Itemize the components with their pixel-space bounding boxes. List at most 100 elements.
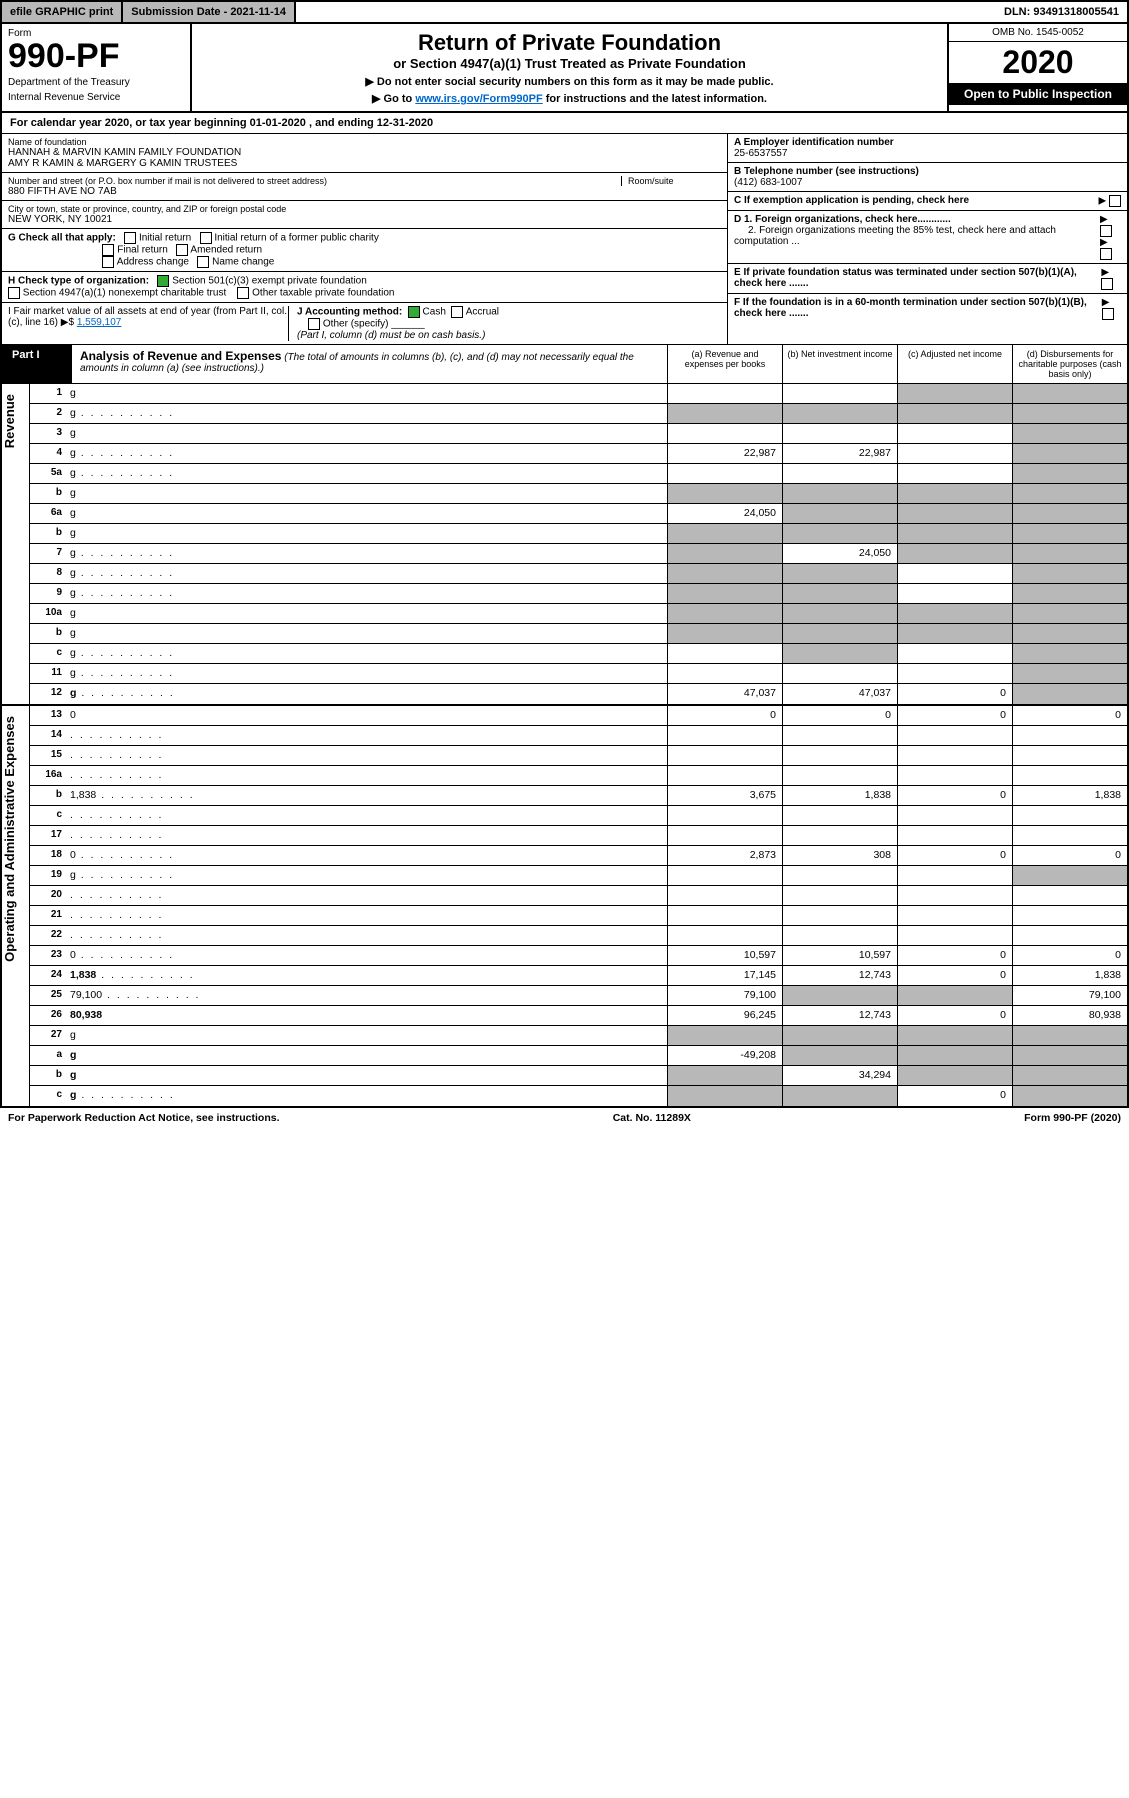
name-change-checkbox[interactable] [197,256,209,268]
4947-checkbox[interactable] [8,287,20,299]
c-checkbox[interactable] [1109,195,1121,207]
city-state-zip: NEW YORK, NY 10021 [8,214,721,225]
amount-cell [667,906,782,925]
footer: For Paperwork Reduction Act Notice, see … [0,1108,1129,1128]
line-description [66,906,667,925]
amount-cell [782,584,897,603]
other-method-checkbox[interactable] [308,318,320,330]
line-description [66,826,667,845]
amount-cell [1012,424,1127,443]
amount-cell [897,584,1012,603]
line-number: b [30,786,66,805]
revenue-table: Revenue 1g2g3g4g22,98722,9875agbg6ag24,0… [0,384,1129,706]
table-row: 6ag24,050 [30,504,1127,524]
col-a-header: (a) Revenue and expenses per books [667,345,782,383]
amount-cell: 80,938 [1012,1006,1127,1025]
line-number: 24 [30,966,66,985]
instr-2: ▶ Go to www.irs.gov/Form990PF for instru… [198,92,941,105]
table-row: 241,83817,14512,74301,838 [30,966,1127,986]
table-row: 21 [30,906,1127,926]
amount-cell [1012,1046,1127,1065]
table-row: 11g [30,664,1127,684]
amount-cell [897,484,1012,503]
amount-cell: 1,838 [1012,966,1127,985]
amount-cell: 12,743 [782,966,897,985]
amount-cell: 79,100 [1012,986,1127,1005]
line-number: 15 [30,746,66,765]
line-number: 7 [30,544,66,563]
entity-info: Name of foundation HANNAH & MARVIN KAMIN… [0,134,1129,344]
amount-cell: -49,208 [667,1046,782,1065]
initial-former-checkbox[interactable] [200,232,212,244]
part-1-header: Part I Analysis of Revenue and Expenses … [0,344,1129,384]
amount-cell [667,404,782,423]
foundation-name-1: HANNAH & MARVIN KAMIN FAMILY FOUNDATION [8,147,721,158]
amount-cell [1012,1066,1127,1085]
amount-cell [782,404,897,423]
col-b-header: (b) Net investment income [782,345,897,383]
line-number: 26 [30,1006,66,1025]
line-number: b [30,524,66,543]
d2-checkbox[interactable] [1100,248,1112,260]
top-bar: efile GRAPHIC print Submission Date - 20… [0,0,1129,24]
accrual-checkbox[interactable] [451,306,463,318]
501c3-checkbox[interactable] [157,275,169,287]
d2-label: 2. Foreign organizations meeting the 85%… [734,225,1056,247]
amount-cell [897,746,1012,765]
j-label: J Accounting method: [297,307,402,318]
amount-cell [667,584,782,603]
amount-cell [782,524,897,543]
revenue-label: Revenue [2,384,29,458]
line-description: 0 [66,946,667,965]
table-row: 9g [30,584,1127,604]
form-number: 990-PF [8,39,184,73]
line-description: g [66,1086,667,1106]
initial-return-checkbox[interactable] [124,232,136,244]
amount-cell: 24,050 [667,504,782,523]
amount-cell [782,464,897,483]
line-description: g [66,624,667,643]
line-number: 5a [30,464,66,483]
line-number: b [30,624,66,643]
amount-cell [897,806,1012,825]
form-title: Return of Private Foundation [198,30,941,56]
irs-link[interactable]: www.irs.gov/Form990PF [415,93,542,105]
amount-cell [897,604,1012,623]
line-description: g [66,464,667,483]
other-taxable-checkbox[interactable] [237,287,249,299]
table-row: 14 [30,726,1127,746]
amount-cell [1012,886,1127,905]
table-row: 10ag [30,604,1127,624]
d1-checkbox[interactable] [1100,225,1112,237]
ein-label: A Employer identification number [734,137,894,148]
amount-cell: 0 [1012,706,1127,725]
f-checkbox[interactable] [1102,308,1114,320]
amount-cell [1012,504,1127,523]
amount-cell [1012,604,1127,623]
f-label: F If the foundation is in a 60-month ter… [734,297,1102,319]
line-number: 11 [30,664,66,683]
amount-cell [667,464,782,483]
cash-checkbox[interactable] [408,306,420,318]
e-checkbox[interactable] [1101,278,1113,290]
amount-cell [1012,544,1127,563]
amount-cell [667,424,782,443]
line-number: 3 [30,424,66,443]
amount-cell: 34,294 [782,1066,897,1085]
address-change-checkbox[interactable] [102,256,114,268]
efile-label[interactable]: efile GRAPHIC print [2,2,123,22]
amount-cell [1012,624,1127,643]
amount-cell [897,986,1012,1005]
amount-cell [667,746,782,765]
amount-cell [1012,1026,1127,1045]
amount-cell [1012,664,1127,683]
g-label: G Check all that apply: [8,233,116,244]
expenses-label: Operating and Administrative Expenses [2,706,29,972]
final-return-checkbox[interactable] [102,244,114,256]
amended-checkbox[interactable] [176,244,188,256]
amount-cell [897,866,1012,885]
cat-no: Cat. No. 11289X [613,1112,691,1124]
amount-cell [782,746,897,765]
fmv-value[interactable]: 1,559,107 [77,317,122,328]
line-description: g [66,544,667,563]
